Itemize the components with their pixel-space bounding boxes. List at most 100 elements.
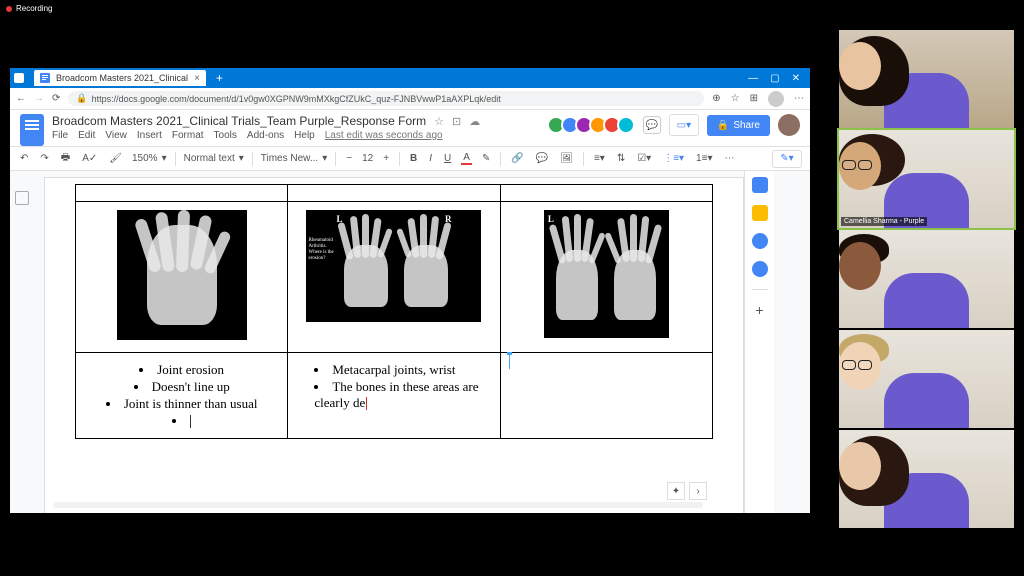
favorites-icon[interactable]: ☆ <box>731 93 740 104</box>
font-size-increase[interactable]: + <box>381 153 391 164</box>
insert-image-button[interactable]: 🖼 <box>558 153 575 164</box>
spellcheck-button[interactable]: A✓ <box>80 153 99 164</box>
recording-dot-icon <box>6 6 12 12</box>
collections-icon[interactable]: ⊞ <box>750 93 758 104</box>
presence-avatar[interactable] <box>617 116 635 134</box>
address-bar[interactable]: 🔒 https://docs.google.com/document/d/1v0… <box>68 91 704 106</box>
address-bar-row: ← → ⟳ 🔒 https://docs.google.com/document… <box>10 88 810 110</box>
insert-link-button[interactable]: 🔗 <box>509 153 525 164</box>
underline-button[interactable]: U <box>442 153 453 164</box>
print-button[interactable]: 🖶 <box>59 150 72 167</box>
tasks-icon[interactable] <box>752 233 768 249</box>
outline-panel[interactable] <box>10 171 34 513</box>
browser-titlebar: Broadcom Masters 2021_Clinical × + — ▢ ✕ <box>10 68 810 88</box>
video-tile[interactable] <box>839 30 1014 128</box>
undo-button[interactable]: ↶ <box>18 153 30 164</box>
tab-close-icon[interactable]: × <box>194 73 200 84</box>
menu-view[interactable]: View <box>105 130 127 141</box>
table-cell-bullets1: Joint erosion Doesn't line up Joint is t… <box>76 353 288 439</box>
present-button[interactable]: ▭▾ <box>669 114 699 136</box>
window-app-icon <box>14 73 24 83</box>
contacts-icon[interactable] <box>752 261 768 277</box>
list-item: Metacarpal joints, wrist <box>296 362 491 378</box>
share-button[interactable]: 🔒 Share <box>707 115 770 136</box>
share-label: Share <box>733 120 760 131</box>
minimize-button[interactable]: — <box>748 73 758 84</box>
new-tab-button[interactable]: + <box>212 71 227 85</box>
menu-tools[interactable]: Tools <box>214 130 237 141</box>
xray3-left-label: L <box>548 214 554 224</box>
profile-icon[interactable] <box>768 91 784 107</box>
menu-insert[interactable]: Insert <box>137 130 162 141</box>
forward-button[interactable]: → <box>34 93 44 104</box>
video-tile[interactable] <box>839 230 1014 328</box>
redo-button[interactable]: ↷ <box>38 153 50 164</box>
style-select[interactable]: Normal text ▾ <box>184 153 244 164</box>
align-button[interactable]: ≡▾ <box>592 153 607 164</box>
url-text: https://docs.google.com/document/d/1v0gw… <box>92 94 501 104</box>
tab-title: Broadcom Masters 2021_Clinical <box>56 73 188 83</box>
menu-format[interactable]: Format <box>172 130 204 141</box>
font-size-value[interactable]: 12 <box>362 153 373 164</box>
zoom-select[interactable]: 150% ▾ <box>132 153 167 164</box>
video-tile[interactable] <box>839 330 1014 428</box>
table-cell-xray2: L R Rheumatoid Arthritis. Where is the e… <box>288 202 500 353</box>
numbered-list-button[interactable]: 1≡▾ <box>694 153 714 164</box>
bold-button[interactable]: B <box>408 153 419 164</box>
close-button[interactable]: ✕ <box>792 73 800 84</box>
lock-share-icon: 🔒 <box>717 120 729 131</box>
browser-tab[interactable]: Broadcom Masters 2021_Clinical × <box>34 70 206 86</box>
table-cell-empty <box>500 353 712 439</box>
page-next-button[interactable]: › <box>689 482 707 500</box>
star-icon[interactable]: ☆ <box>434 115 444 128</box>
read-aloud-icon[interactable]: ⊕ <box>712 93 720 104</box>
last-edit-text[interactable]: Last edit was seconds ago <box>325 130 443 141</box>
document-body: L R Rheumatoid Arthritis. Where is the e… <box>10 171 810 513</box>
list-item <box>84 413 279 429</box>
window-controls: — ▢ ✕ <box>748 73 806 84</box>
move-icon[interactable]: ⊡ <box>452 115 461 128</box>
comments-button[interactable]: 💬 <box>643 116 661 134</box>
tab-strip: Broadcom Masters 2021_Clinical × + <box>14 68 227 88</box>
italic-button[interactable]: I <box>427 153 434 164</box>
font-size-decrease[interactable]: − <box>344 153 354 164</box>
highlight-button[interactable]: ✎ <box>480 153 492 164</box>
xray-image-1 <box>117 210 247 340</box>
docs-logo-icon[interactable] <box>20 114 44 146</box>
explore-button[interactable]: ✦ <box>667 482 685 500</box>
presence-avatars[interactable] <box>551 116 635 134</box>
document-page[interactable]: L R Rheumatoid Arthritis. Where is the e… <box>44 177 744 513</box>
maximize-button[interactable]: ▢ <box>770 73 779 84</box>
font-select[interactable]: Times New... ▾ <box>261 153 327 164</box>
list-item: Joint is thinner than usual <box>84 396 279 412</box>
refresh-button[interactable]: ⟳ <box>52 93 60 104</box>
paint-format-button[interactable]: 🖌 <box>107 153 124 164</box>
menu-icon[interactable]: ⋯ <box>794 93 804 104</box>
cloud-icon[interactable]: ☁ <box>469 115 480 128</box>
insert-comment-button[interactable]: 💬 <box>534 153 550 164</box>
document-title[interactable]: Broadcom Masters 2021_Clinical Trials_Te… <box>52 114 426 128</box>
menu-addons[interactable]: Add-ons <box>247 130 284 141</box>
bullet-list-button[interactable]: ⋮≡▾ <box>661 153 686 164</box>
checklist-button[interactable]: ☑▾ <box>635 153 653 164</box>
keep-icon[interactable] <box>752 205 768 221</box>
text-color-button[interactable]: A <box>461 152 472 165</box>
docs-favicon-icon <box>40 73 50 83</box>
docs-header: Broadcom Masters 2021_Clinical Trials_Te… <box>10 110 810 147</box>
video-tile[interactable] <box>839 430 1014 528</box>
more-button[interactable]: ⋯ <box>722 153 736 164</box>
editing-mode-button[interactable]: ✎▾ <box>772 150 802 168</box>
account-avatar[interactable] <box>778 114 800 136</box>
addons-plus-icon[interactable]: + <box>755 302 763 318</box>
line-spacing-button[interactable]: ⇅ <box>615 153 627 164</box>
table-cell-bullets2: Metacarpal joints, wrist The bones in th… <box>288 353 500 439</box>
back-button[interactable]: ← <box>16 93 26 104</box>
menu-help[interactable]: Help <box>294 130 315 141</box>
menu-file[interactable]: File <box>52 130 68 141</box>
list-item: Doesn't line up <box>84 379 279 395</box>
video-tile[interactable]: Camellia Sharma - Purple <box>839 130 1014 228</box>
docs-menubar: File Edit View Insert Format Tools Add-o… <box>52 130 543 141</box>
horizontal-scrollbar[interactable] <box>53 502 703 508</box>
menu-edit[interactable]: Edit <box>78 130 95 141</box>
calendar-icon[interactable] <box>752 177 768 193</box>
